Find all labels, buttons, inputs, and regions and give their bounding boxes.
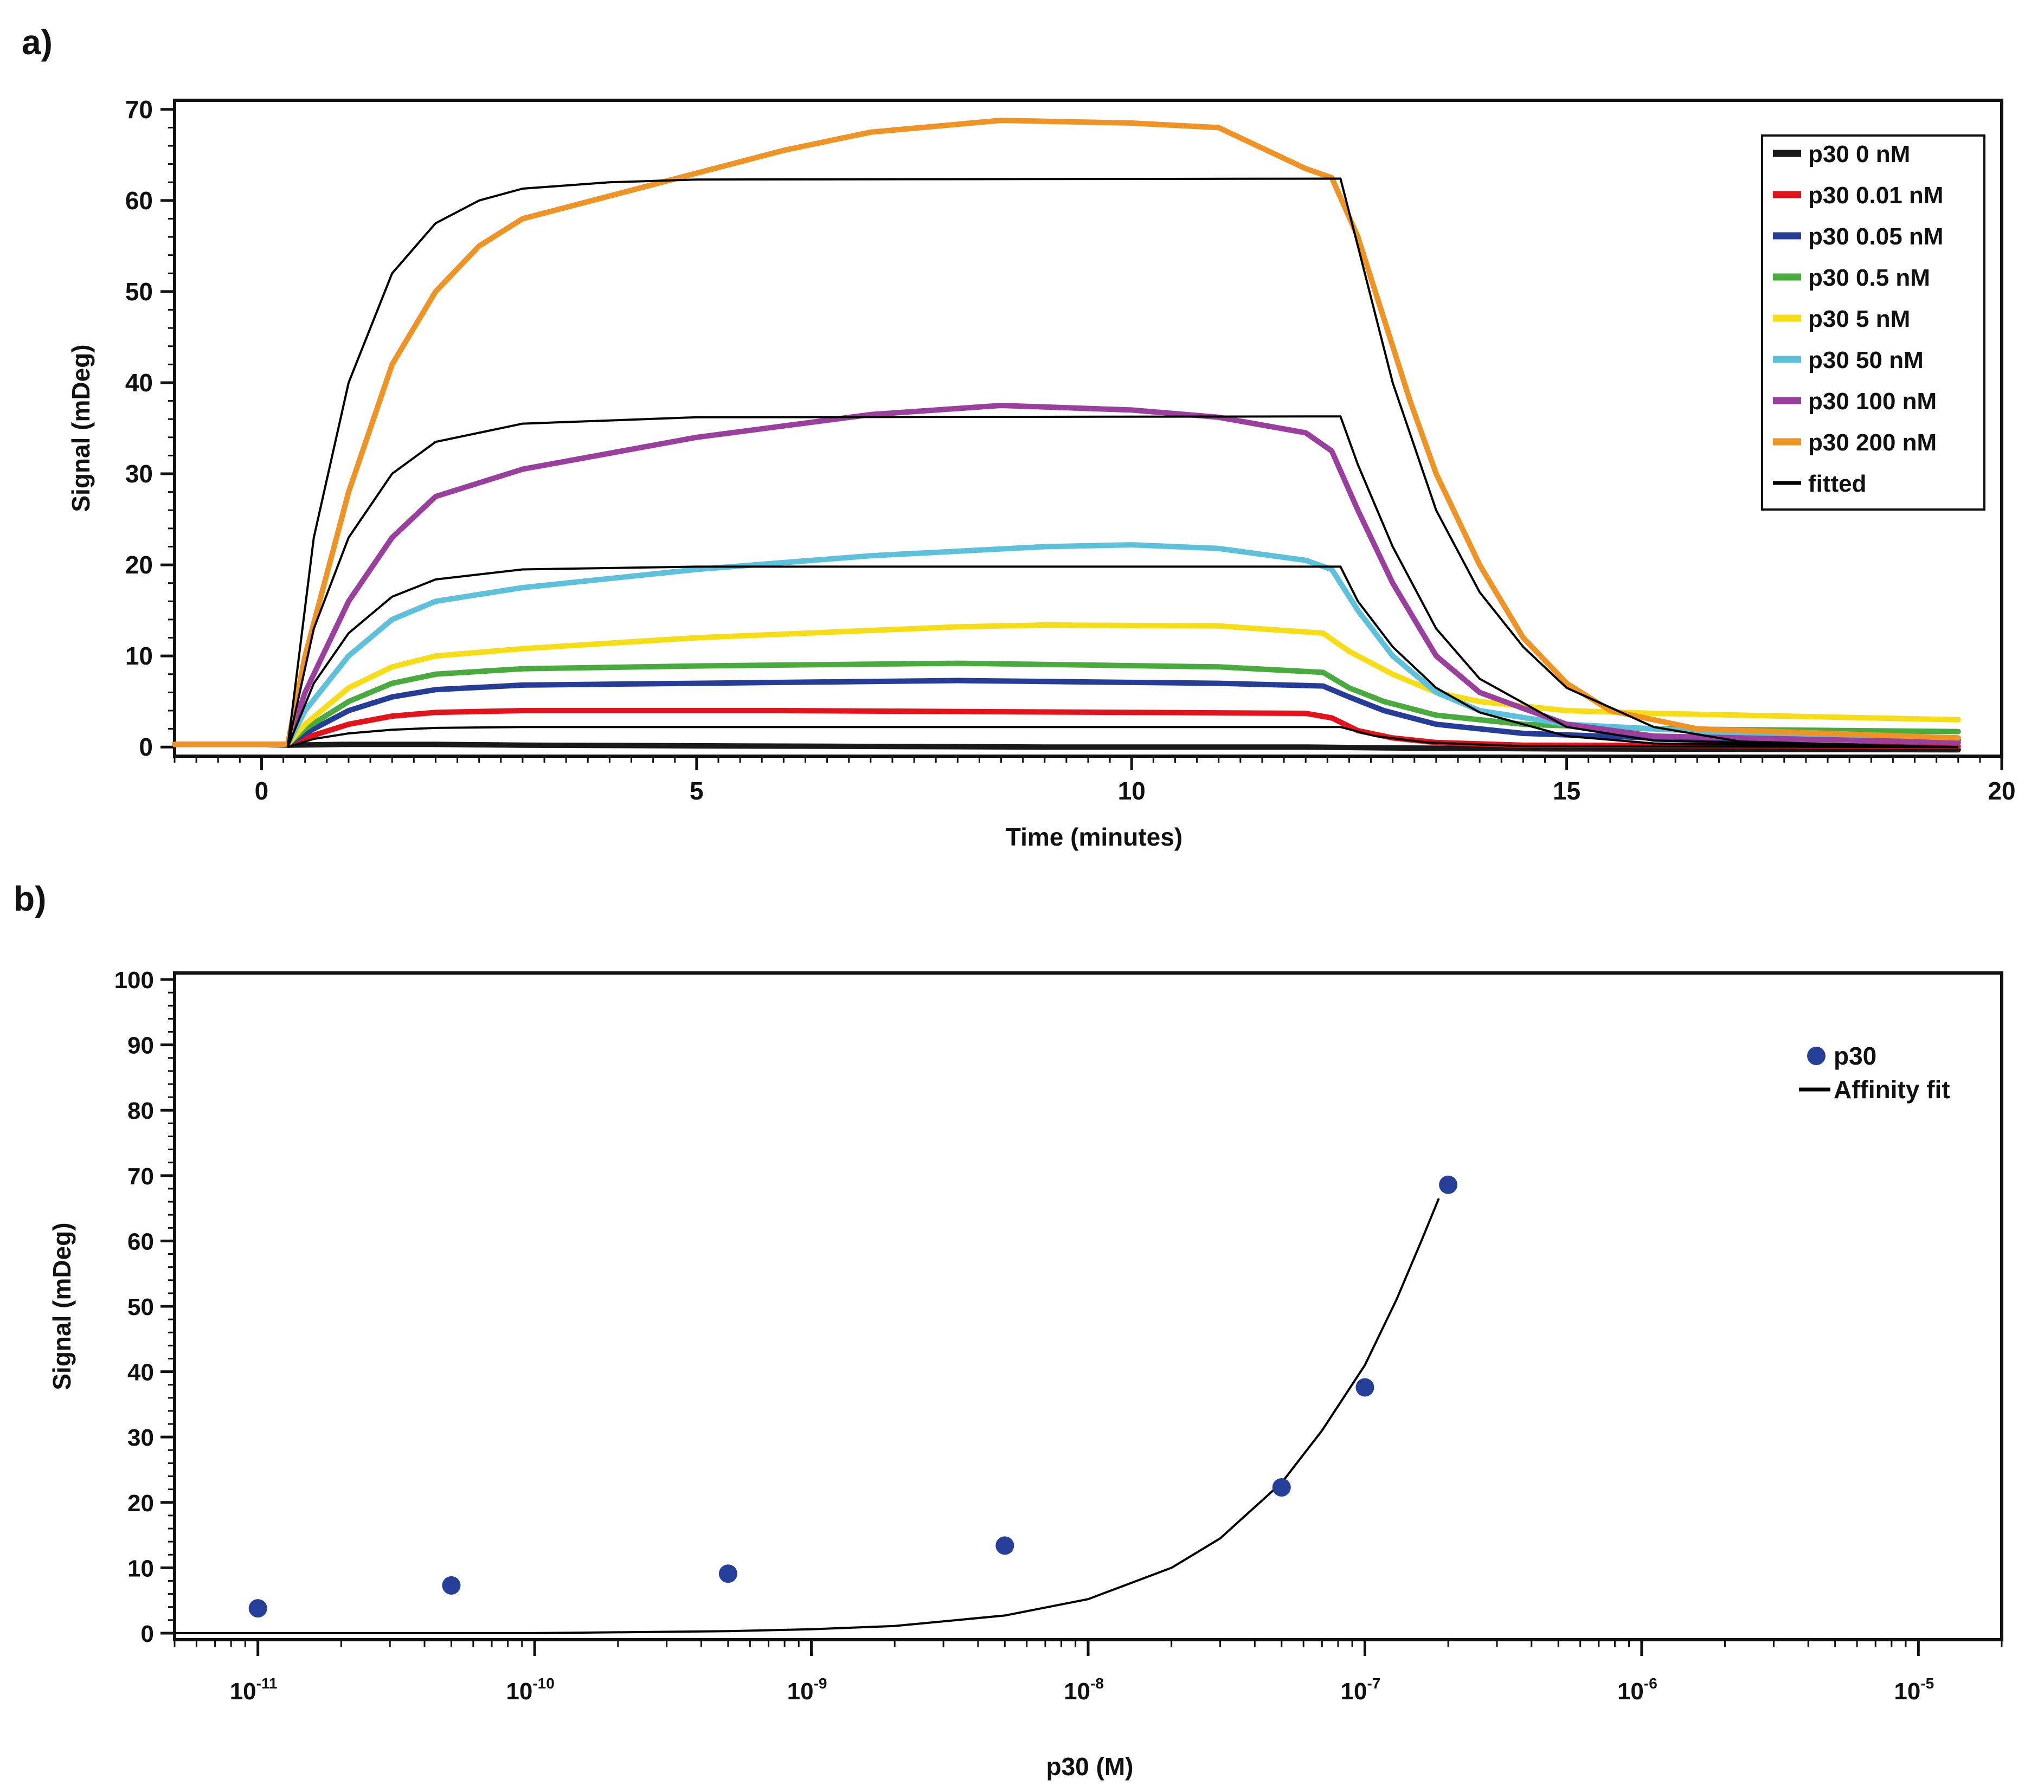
chart-b-x-tick-label: 10-5 <box>1894 1675 1934 1705</box>
chart-b-legend-label-p30: p30 <box>1834 1042 1876 1070</box>
chart-b-y-tick-label: 90 <box>127 1033 154 1059</box>
chart-a-series-p30-0-05-nm <box>172 678 1961 747</box>
chart-b-axis-ticks: 10-11 10-10 10-9 10-8 10-7 10-6 10-5 0 10 20 30 40 5… <box>114 967 1934 1705</box>
chart-b-y-axis-label: Signal (mDeg) <box>48 1222 76 1390</box>
chart-a-fitted-curve-4 <box>286 177 1958 749</box>
chart-a-y-tick-label: 30 <box>125 460 153 488</box>
chart-a-legend-label-p30-100-nm: p30 100 nM <box>1808 388 1937 415</box>
chart-b-affinity-fit-line <box>175 1198 1440 1634</box>
chart-a-series-p30-200-nm <box>172 118 1961 747</box>
chart-a-y-tick-label: 0 <box>139 733 153 761</box>
chart-b-x-axis-label: p30 (M) <box>1046 1752 1134 1781</box>
panel-label-b: b) <box>14 879 46 918</box>
chart-a-y-tick-label: 70 <box>125 95 153 124</box>
chart-a-time-course: 0 5 10 15 20 0 10 20 30 40 50 60 70 Time (minutes) S… <box>67 95 2016 851</box>
chart-a-legend-label-p30-0-01-nm: p30 0.01 nM <box>1808 182 1943 209</box>
chart-a-series-p30-5-nm <box>172 622 1961 747</box>
chart-b-data-point <box>1272 1478 1291 1497</box>
chart-a-series-p30-100-nm <box>172 403 1961 747</box>
chart-a-x-tick-label: 15 <box>1553 777 1580 805</box>
chart-a-y-tick-label: 50 <box>125 278 153 306</box>
chart-a-legend-label-p30-0-nm: p30 0 nM <box>1808 141 1910 167</box>
chart-a-y-axis-label: Signal (mDeg) <box>67 344 95 512</box>
chart-b-x-tick-label: 10-7 <box>1341 1675 1381 1705</box>
chart-b-y-tick-label: 50 <box>127 1294 154 1320</box>
chart-a-minor-ticks <box>168 108 2003 763</box>
chart-a-y-tick-label: 40 <box>125 369 153 397</box>
chart-b-y-tick-label: 0 <box>141 1621 154 1647</box>
chart-b-y-tick-label: 20 <box>127 1490 154 1517</box>
chart-b-y-tick-label: 10 <box>127 1555 154 1582</box>
chart-a-legend: p30 0 nM p30 0.01 nM p30 0.05 nM p30 0.5 nM… <box>1761 134 1985 511</box>
chart-b-legend-marker-p30 <box>1807 1047 1826 1065</box>
chart-b-y-tick-label: 40 <box>127 1359 154 1386</box>
chart-b-data-point <box>1439 1175 1458 1194</box>
chart-b-y-tick-label: 30 <box>127 1424 154 1451</box>
chart-a-legend-label-p30-0-05-nm: p30 0.05 nM <box>1808 223 1943 250</box>
chart-a-series <box>172 118 1961 753</box>
chart-a-fitted-curve-2 <box>286 565 1958 749</box>
chart-a-legend-label-fitted: fitted <box>1808 470 1867 497</box>
chart-b-legend-label-affinity-fit: Affinity fit <box>1834 1075 1950 1104</box>
chart-b-data-point <box>248 1599 267 1618</box>
chart-b-series <box>175 1175 1458 1634</box>
chart-a-x-tick-label: 10 <box>1118 777 1146 805</box>
chart-b-x-tick-label: 10-6 <box>1617 1675 1657 1705</box>
chart-a-y-tick-label: 10 <box>125 642 153 670</box>
chart-b-y-tick-label: 70 <box>127 1163 154 1190</box>
chart-b-data-point <box>1355 1378 1374 1397</box>
chart-a-axis-ticks: 0 5 10 15 20 0 10 20 30 40 50 60 70 <box>125 95 2016 805</box>
chart-b-legend: p30 Affinity fit <box>1799 1042 1950 1104</box>
chart-a-fitted-curve-1 <box>287 726 1958 749</box>
chart-a-plot-frame <box>173 99 2003 758</box>
chart-b-plot-frame <box>173 971 2003 1641</box>
chart-a-legend-label-p30-0-5-nm: p30 0.5 nM <box>1808 265 1930 291</box>
chart-a-y-tick-label: 60 <box>125 186 153 215</box>
chart-a-legend-label-p30-50-nm: p30 50 nM <box>1808 347 1924 373</box>
chart-b-data-point <box>718 1564 737 1583</box>
chart-b-x-tick-label: 10-11 <box>230 1675 278 1705</box>
chart-b-y-tick-label: 80 <box>127 1098 154 1124</box>
chart-a-x-tick-label: 20 <box>1988 777 2015 805</box>
chart-a-legend-label-p30-200-nm: p30 200 nM <box>1808 429 1937 456</box>
chart-b-x-tick-label: 10-10 <box>506 1675 554 1705</box>
chart-a-x-tick-label: 5 <box>690 777 704 805</box>
chart-b-data-point <box>442 1576 461 1595</box>
chart-b-data-point <box>995 1536 1014 1555</box>
chart-b-x-tick-label: 10-8 <box>1064 1675 1104 1705</box>
panel-label-a: a) <box>22 23 53 62</box>
chart-a-x-axis-label: Time (minutes) <box>1006 823 1182 851</box>
chart-a-series-p30-0-5-nm <box>172 660 1961 747</box>
chart-a-fitted-curve-3 <box>286 415 1958 749</box>
chart-b-minor-ticks <box>168 978 2003 1647</box>
chart-a-x-tick-label: 0 <box>255 777 269 805</box>
chart-b-x-tick-label: 10-9 <box>787 1675 827 1705</box>
chart-b-affinity: 10-11 10-10 10-9 10-8 10-7 10-6 10-5 0 10 20 30 40 5… <box>48 967 2003 1781</box>
chart-a-y-tick-label: 20 <box>125 551 153 579</box>
chart-a-legend-label-p30-5-nm: p30 5 nM <box>1808 306 1910 332</box>
chart-b-y-tick-label: 100 <box>114 967 154 994</box>
chart-b-y-tick-label: 60 <box>127 1228 154 1255</box>
